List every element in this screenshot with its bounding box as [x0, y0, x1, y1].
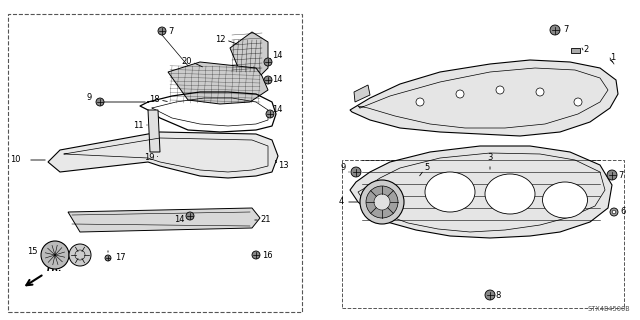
Circle shape	[374, 194, 390, 210]
Polygon shape	[350, 146, 612, 238]
Circle shape	[485, 290, 495, 300]
Circle shape	[360, 180, 404, 224]
Ellipse shape	[543, 182, 588, 218]
Text: 20: 20	[182, 58, 192, 67]
Circle shape	[416, 98, 424, 106]
Text: 18: 18	[149, 95, 160, 105]
Polygon shape	[230, 32, 268, 76]
Text: 15: 15	[28, 247, 38, 257]
Bar	[8, 14, 302, 312]
Text: 14: 14	[272, 52, 282, 60]
Text: STX4B4500B: STX4B4500B	[588, 306, 630, 312]
Circle shape	[610, 208, 618, 216]
Circle shape	[252, 251, 260, 259]
Circle shape	[96, 98, 104, 106]
Text: 22: 22	[56, 245, 66, 254]
Circle shape	[612, 210, 616, 214]
Polygon shape	[350, 60, 618, 136]
Text: 5: 5	[424, 164, 429, 172]
Text: 3: 3	[487, 153, 493, 162]
Text: 16: 16	[262, 251, 273, 260]
Text: 1: 1	[610, 53, 615, 62]
Polygon shape	[168, 62, 268, 104]
Text: 2: 2	[583, 45, 588, 54]
Text: 14: 14	[175, 215, 185, 225]
Text: 19: 19	[145, 154, 155, 163]
Circle shape	[607, 170, 617, 180]
Text: 8: 8	[495, 291, 500, 300]
Text: 7: 7	[618, 171, 623, 180]
Circle shape	[105, 255, 111, 261]
Circle shape	[536, 88, 544, 96]
Text: 12: 12	[216, 36, 226, 44]
Text: 13: 13	[278, 161, 289, 170]
Circle shape	[456, 90, 464, 98]
Circle shape	[41, 241, 69, 269]
Bar	[570, 47, 579, 52]
Polygon shape	[68, 208, 260, 232]
Circle shape	[366, 186, 398, 218]
Polygon shape	[48, 132, 278, 178]
Circle shape	[496, 86, 504, 94]
Text: 11: 11	[134, 121, 144, 130]
Text: 9: 9	[340, 164, 346, 172]
Circle shape	[69, 244, 91, 266]
Circle shape	[186, 212, 194, 220]
Circle shape	[264, 58, 272, 66]
Text: 9: 9	[87, 93, 92, 102]
Text: FR.: FR.	[47, 264, 63, 273]
Text: 4: 4	[339, 197, 344, 206]
Text: 6: 6	[620, 207, 625, 217]
Circle shape	[351, 167, 361, 177]
Text: 17: 17	[115, 253, 125, 262]
Bar	[342, 160, 624, 308]
Text: 14: 14	[272, 106, 282, 115]
Circle shape	[550, 25, 560, 35]
Circle shape	[266, 110, 274, 118]
Text: 21: 21	[260, 215, 271, 225]
Polygon shape	[354, 85, 370, 102]
Circle shape	[158, 27, 166, 35]
Polygon shape	[148, 110, 160, 152]
Text: 14: 14	[272, 76, 282, 84]
Circle shape	[264, 76, 272, 84]
Text: 7: 7	[168, 27, 173, 36]
Circle shape	[574, 98, 582, 106]
Text: 7: 7	[563, 26, 568, 35]
Ellipse shape	[485, 174, 535, 214]
Text: 10: 10	[10, 156, 20, 164]
Ellipse shape	[425, 172, 475, 212]
